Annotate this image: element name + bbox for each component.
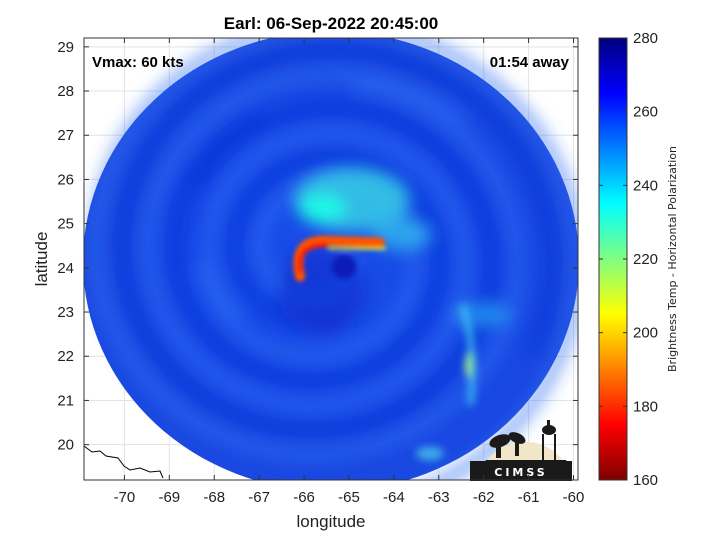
colorbar-ticks: 160 180 200 220 240 260 280 [599, 30, 658, 489]
y-tick-label: 25 [57, 216, 74, 233]
y-tick-label: 28 [57, 83, 74, 100]
y-tick-label: 21 [57, 392, 74, 409]
y-tick-label: 20 [57, 437, 74, 454]
logo-text: CIMSS [494, 466, 547, 479]
colorbar-tick-label: 200 [633, 325, 658, 342]
coastline [83, 445, 164, 479]
x-tick-label: -69 [158, 489, 180, 506]
x-tick-label: -63 [428, 489, 450, 506]
colorbar-tick-label: 160 [633, 472, 658, 489]
x-tick-label: -70 [114, 489, 136, 506]
y-tick-label: 26 [57, 171, 74, 188]
x-axis-label: longitude [296, 512, 365, 531]
colorbar-tick-label: 220 [633, 251, 658, 268]
y-tick-label: 22 [57, 348, 74, 365]
time-away-annotation: 01:54 away [490, 54, 570, 71]
y-tick-label: 23 [57, 304, 74, 321]
vmax-annotation: Vmax: 60 kts [92, 54, 184, 71]
x-tick-label: -60 [563, 489, 585, 506]
y-axis-label: latitude [32, 232, 51, 287]
x-tick-label: -66 [293, 489, 315, 506]
x-tick-label: -61 [518, 489, 540, 506]
storm-features [293, 167, 513, 461]
plot-frame [83, 37, 579, 481]
colorbar-tick-label: 180 [633, 398, 658, 415]
x-tick-label: -68 [203, 489, 225, 506]
x-tick-label: -62 [473, 489, 495, 506]
y-tick-label: 27 [57, 127, 74, 144]
axis-ticks: -70 -69 -68 -67 -66 -65 -64 -63 -62 -61 -60 20 21 22 2… [57, 38, 584, 506]
y-tick-label: 24 [57, 260, 74, 277]
colorbar-gradient [598, 37, 628, 481]
colorbar: 160 180 200 220 240 260 280 Brightness Temp - … [598, 30, 679, 489]
cimss-logo: CIMSS [470, 420, 572, 481]
x-tick-label: -67 [248, 489, 270, 506]
chart-title: Earl: 06-Sep-2022 20:45:00 [224, 14, 439, 33]
x-tick-label: -65 [338, 489, 360, 506]
y-tick-label: 29 [57, 39, 74, 56]
colorbar-tick-label: 260 [633, 104, 658, 121]
x-tick-label: -64 [383, 489, 405, 506]
colorbar-tick-label: 280 [633, 30, 658, 47]
colorbar-tick-label: 240 [633, 177, 658, 194]
colorbar-label: Brightness Temp - Horizontal Polarizatio… [666, 146, 679, 372]
